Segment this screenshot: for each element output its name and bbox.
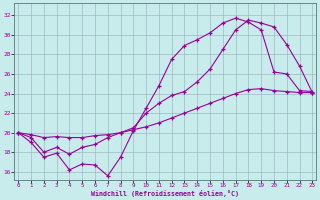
X-axis label: Windchill (Refroidissement éolien,°C): Windchill (Refroidissement éolien,°C) bbox=[91, 190, 239, 197]
